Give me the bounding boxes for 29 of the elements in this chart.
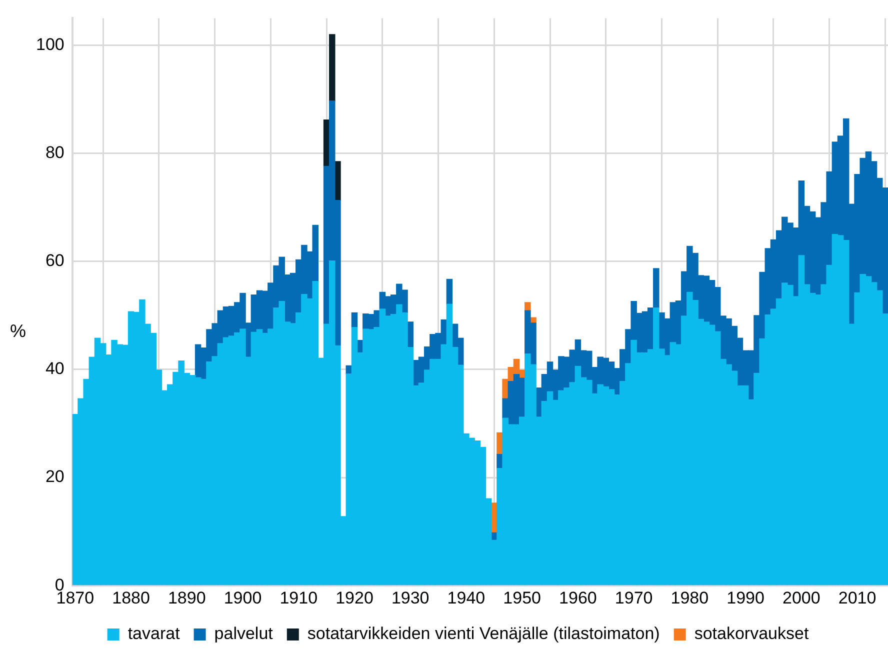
x-tick-label: 1950 [503,588,541,608]
x-tick-label: 1880 [112,588,150,608]
x-tick-label: 1990 [726,588,764,608]
y-tick-label: 20 [45,467,64,486]
legend-label: palvelut [214,624,274,644]
bar [446,278,453,304]
y-tick-label: 80 [45,142,64,162]
x-tick-label: 1900 [224,588,262,608]
x-tick-label: 2000 [782,588,820,608]
x-tick-label: 1960 [559,588,597,608]
x-tick-label: 1910 [280,588,318,608]
x-tick-label: 1930 [391,588,430,608]
legend-label: sotakorvaukset [694,624,809,644]
y-tick-label: 100 [36,34,64,54]
legend-label: tavarat [128,624,180,644]
x-tick-label: 1980 [670,588,709,608]
y-tick-label: 60 [45,251,64,270]
x-tick-label: 1920 [336,588,374,608]
y-axis-title: % [10,320,26,341]
x-tick-label: 1890 [168,588,206,608]
x-tick-label: 2010 [838,588,876,608]
x-tick-label: 1940 [447,588,486,608]
bar [329,34,336,102]
bar [524,302,531,311]
bar [653,268,660,308]
x-tick-label: 1970 [614,588,653,608]
y-tick-label: 40 [45,359,64,378]
bar [351,312,358,328]
legend-label: sotatarvikkeiden vienti Venäjälle (tilastoimaton) [307,624,660,644]
